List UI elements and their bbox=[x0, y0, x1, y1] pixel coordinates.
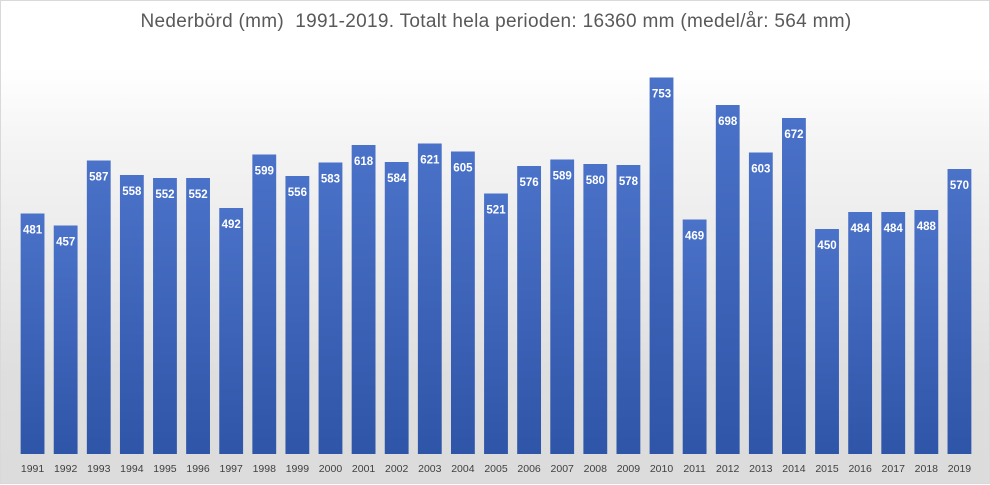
x-tick-label-2003: 2003 bbox=[418, 463, 442, 475]
x-tick-label-1994: 1994 bbox=[120, 463, 144, 475]
x-tick-label-2015: 2015 bbox=[815, 463, 839, 475]
bar-1996 bbox=[186, 178, 210, 454]
bar-2019 bbox=[947, 169, 972, 454]
x-tick-label-2013: 2013 bbox=[749, 463, 773, 475]
data-label-2008: 580 bbox=[586, 175, 605, 187]
x-tick-label-2006: 2006 bbox=[517, 463, 541, 475]
data-label-2012: 698 bbox=[718, 116, 738, 128]
data-labels-group: 481 457 587 558 552 552 492 599 556 583 618 584 621 6… bbox=[23, 89, 969, 253]
bar-1992 bbox=[53, 225, 78, 454]
bar-1998 bbox=[252, 154, 277, 454]
x-tick-label-1996: 1996 bbox=[186, 463, 210, 475]
data-label-2000: 583 bbox=[321, 174, 340, 186]
bar-2003 bbox=[417, 143, 442, 454]
data-label-2005: 521 bbox=[486, 205, 506, 217]
bar-2008 bbox=[583, 164, 608, 454]
bar-1991 bbox=[20, 213, 45, 454]
x-tick-label-1993: 1993 bbox=[87, 463, 111, 475]
bar-1993 bbox=[86, 160, 111, 454]
x-tick-label-2009: 2009 bbox=[617, 463, 641, 475]
x-tick-label-2019: 2019 bbox=[948, 463, 972, 475]
data-label-2015: 450 bbox=[817, 240, 836, 252]
x-tick-label-2018: 2018 bbox=[915, 463, 939, 475]
bar-2001 bbox=[351, 145, 376, 454]
data-label-2016: 484 bbox=[851, 223, 871, 235]
data-label-2009: 578 bbox=[619, 176, 639, 188]
bar-2010 bbox=[649, 77, 674, 454]
data-label-1999: 556 bbox=[288, 187, 307, 199]
x-tick-label-2014: 2014 bbox=[782, 463, 806, 475]
x-tick-label-1998: 1998 bbox=[253, 463, 277, 475]
bar-2007 bbox=[550, 159, 575, 454]
bar-2006 bbox=[517, 166, 542, 454]
bar-2018 bbox=[914, 210, 939, 454]
x-tick-label-1997: 1997 bbox=[219, 463, 243, 475]
data-label-2019: 570 bbox=[950, 180, 969, 192]
data-label-2003: 621 bbox=[420, 155, 440, 167]
data-label-1996: 552 bbox=[188, 189, 207, 201]
bar-2014 bbox=[782, 118, 806, 454]
data-label-1995: 552 bbox=[155, 189, 174, 201]
x-tick-label-1992: 1992 bbox=[54, 463, 78, 475]
bar-2009 bbox=[616, 165, 641, 454]
data-label-2006: 576 bbox=[520, 177, 539, 189]
data-label-1992: 457 bbox=[56, 237, 75, 249]
data-label-2017: 484 bbox=[884, 223, 904, 235]
bar-1997 bbox=[219, 208, 244, 454]
data-label-2014: 672 bbox=[784, 129, 803, 141]
data-label-1998: 599 bbox=[255, 166, 274, 178]
x-tick-label-2004: 2004 bbox=[451, 463, 475, 475]
bar-1995 bbox=[153, 178, 177, 454]
x-tick-label-2007: 2007 bbox=[551, 463, 575, 475]
x-tick-label-2011: 2011 bbox=[683, 463, 706, 475]
x-tick-label-2005: 2005 bbox=[484, 463, 508, 475]
data-label-2018: 488 bbox=[917, 221, 937, 233]
data-label-1991: 481 bbox=[23, 225, 43, 237]
x-tick-label-2010: 2010 bbox=[650, 463, 674, 475]
data-label-2010: 753 bbox=[652, 89, 671, 101]
data-label-2007: 589 bbox=[553, 171, 572, 183]
bar-2015 bbox=[815, 229, 839, 454]
x-tick-label-2017: 2017 bbox=[882, 463, 906, 475]
bar-2000 bbox=[318, 162, 343, 454]
x-tick-labels-group: 1991 1992 1993 1994 1995 1996 1997 1998 1999 2000… bbox=[21, 463, 971, 475]
data-label-1993: 587 bbox=[89, 172, 108, 184]
bar-2011 bbox=[682, 219, 707, 454]
x-tick-label-1999: 1999 bbox=[286, 463, 310, 475]
x-tick-label-1991: 1991 bbox=[21, 463, 45, 475]
data-label-2013: 603 bbox=[751, 164, 770, 176]
bars-group bbox=[20, 77, 972, 454]
chart-title: Nederbörd (mm) 1991-2019. Totalt hela pe… bbox=[140, 11, 852, 32]
bar-2005 bbox=[484, 193, 508, 454]
data-label-2001: 618 bbox=[354, 156, 374, 168]
bar-1999 bbox=[285, 176, 310, 454]
x-tick-label-2002: 2002 bbox=[385, 463, 409, 475]
data-label-2002: 584 bbox=[387, 173, 407, 185]
bar-1994 bbox=[119, 175, 144, 454]
bar-2002 bbox=[384, 162, 409, 454]
x-tick-label-2001: 2001 bbox=[352, 463, 376, 475]
bar-2017 bbox=[881, 212, 906, 454]
data-label-1994: 558 bbox=[122, 186, 142, 198]
bar-2012 bbox=[715, 105, 740, 454]
bar-2013 bbox=[748, 152, 773, 454]
data-label-2004: 605 bbox=[453, 163, 473, 175]
data-label-1997: 492 bbox=[222, 219, 241, 231]
x-tick-label-2008: 2008 bbox=[584, 463, 608, 475]
x-tick-label-2000: 2000 bbox=[319, 463, 343, 475]
x-tick-label-1995: 1995 bbox=[153, 463, 177, 475]
bar-2004 bbox=[450, 151, 475, 454]
x-tick-label-2012: 2012 bbox=[716, 463, 740, 475]
data-label-2011: 469 bbox=[685, 231, 704, 243]
bar-2016 bbox=[848, 212, 873, 454]
x-tick-label-2016: 2016 bbox=[848, 463, 872, 475]
